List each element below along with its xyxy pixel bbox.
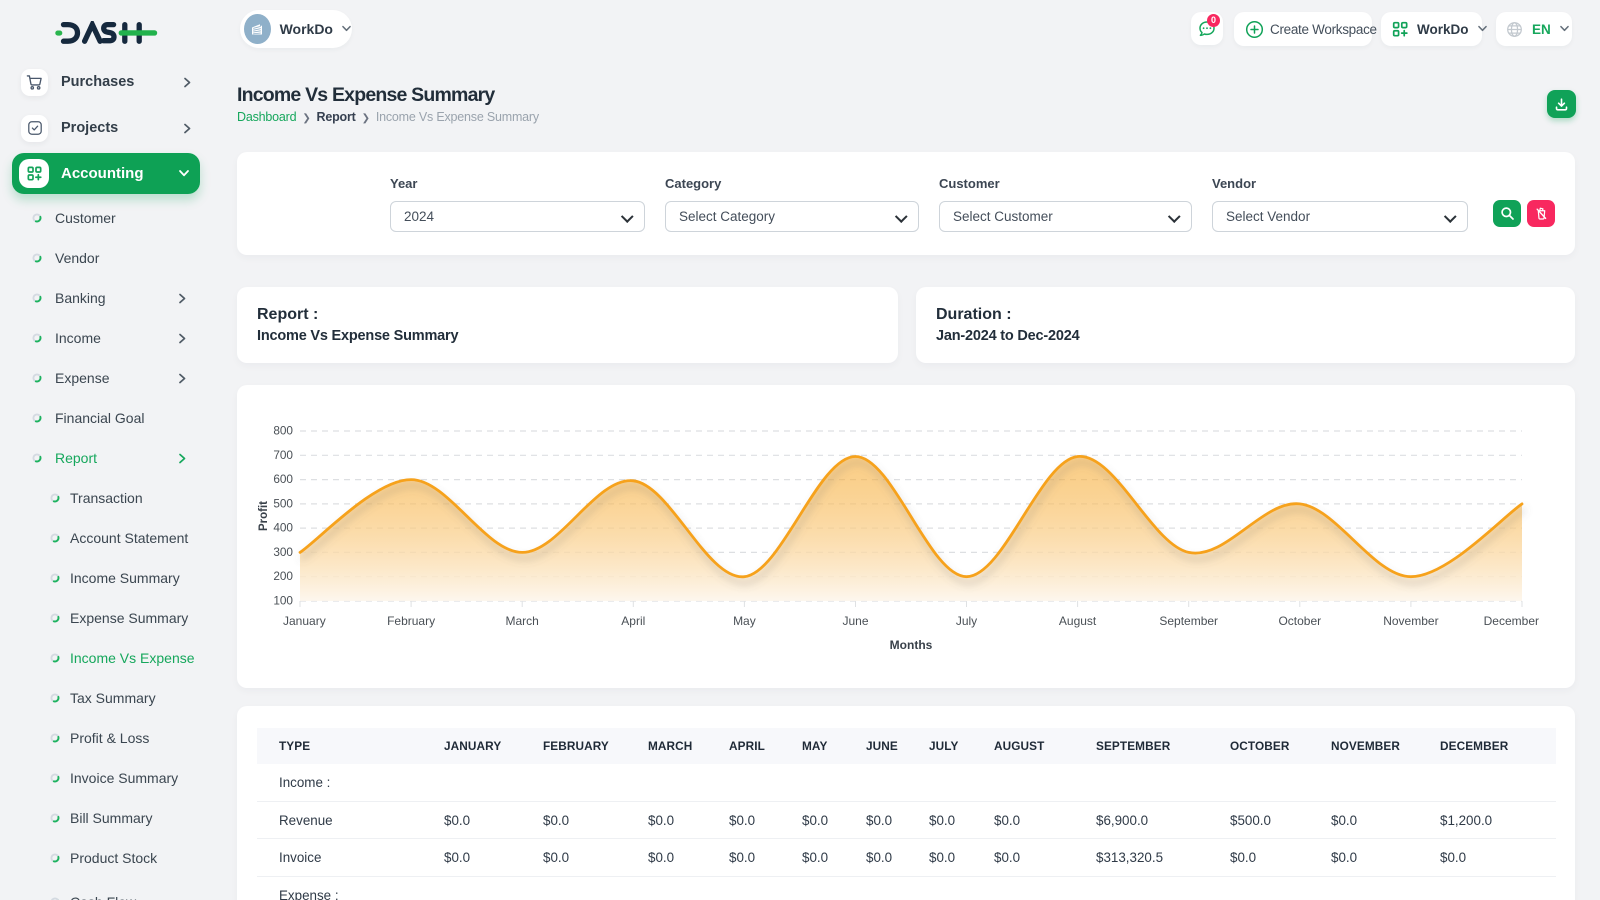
svg-text:August: August <box>1059 614 1097 628</box>
svg-text:December: December <box>1484 614 1539 628</box>
svg-text:October: October <box>1278 614 1321 628</box>
svg-text:September: September <box>1159 614 1218 628</box>
svg-text:May: May <box>733 614 756 628</box>
svg-text:November: November <box>1383 614 1438 628</box>
svg-text:700: 700 <box>273 448 293 462</box>
svg-text:April: April <box>621 614 645 628</box>
svg-text:Months: Months <box>890 638 933 652</box>
svg-text:January: January <box>283 614 326 628</box>
svg-text:200: 200 <box>273 569 293 583</box>
svg-text:600: 600 <box>273 472 293 486</box>
svg-text:500: 500 <box>273 496 293 510</box>
svg-text:June: June <box>842 614 868 628</box>
svg-text:800: 800 <box>273 424 293 438</box>
svg-text:100: 100 <box>273 594 293 608</box>
svg-text:Profit: Profit <box>258 501 270 531</box>
svg-text:July: July <box>956 614 977 628</box>
svg-text:300: 300 <box>273 545 293 559</box>
svg-text:February: February <box>387 614 435 628</box>
svg-text:March: March <box>506 614 539 628</box>
svg-text:400: 400 <box>273 521 293 535</box>
